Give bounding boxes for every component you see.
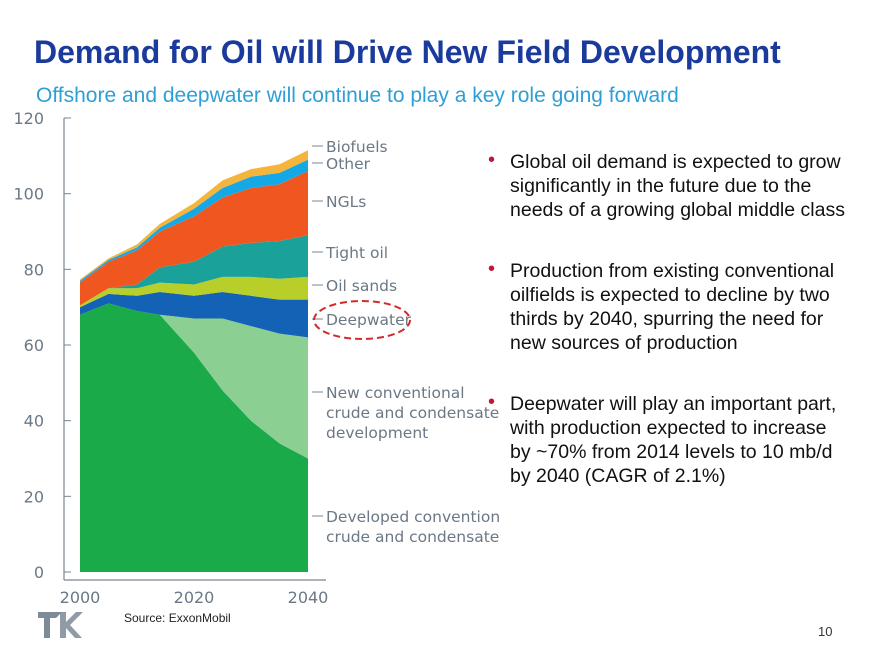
- company-logo: [38, 612, 83, 638]
- area-new-conventional-crude-and-condensate-development: [80, 303, 308, 459]
- legend-label: Deepwater: [326, 311, 412, 329]
- y-tick-label: 100: [13, 185, 44, 204]
- legend-label: Developed conventional crude and condensa…: [326, 508, 500, 546]
- source-note: Source: ExxonMobil: [124, 611, 231, 625]
- bullet-list: Global oil demand is expected to grow si…: [486, 148, 846, 525]
- y-tick-label: 60: [24, 336, 44, 355]
- page-number: 10: [818, 624, 833, 639]
- legend-label: Tight oil: [325, 244, 388, 262]
- bullet-item: Production from existing conventional oi…: [486, 257, 846, 355]
- area-oil-sands: [80, 276, 308, 308]
- legend-label: Oil sands: [326, 277, 397, 295]
- legend-label: Other: [326, 155, 371, 173]
- y-tick-label: 40: [24, 412, 44, 431]
- slide-title: Demand for Oil will Drive New Field Deve…: [34, 34, 781, 70]
- area-tight-oil: [80, 235, 308, 306]
- x-tick-label: 2000: [60, 588, 101, 607]
- y-tick-label: 0: [34, 563, 44, 582]
- y-tick-label: 80: [24, 260, 44, 279]
- x-tick-label: 2020: [174, 588, 215, 607]
- area-biofuels: [80, 150, 308, 281]
- bullet-item: Deepwater will play an important part, w…: [486, 390, 846, 488]
- bullet-item: Global oil demand is expected to grow si…: [486, 148, 846, 222]
- legend-label: Biofuels: [326, 138, 388, 156]
- x-tick-label: 2040: [288, 588, 329, 607]
- deepwater-highlight-ellipse: [313, 300, 411, 340]
- slide-subtitle: Offshore and deepwater will continue to …: [36, 84, 679, 107]
- y-tick-label: 120: [13, 109, 44, 128]
- y-tick-label: 20: [24, 487, 44, 506]
- area-other: [80, 159, 308, 283]
- legend-label: New conventional crude and condensate deve…: [326, 384, 499, 442]
- legend-label: NGLs: [326, 193, 366, 211]
- area-deepwater: [80, 292, 308, 338]
- area-ngls: [80, 171, 308, 306]
- area-developed-conventional-crude-and-condensate: [80, 303, 308, 572]
